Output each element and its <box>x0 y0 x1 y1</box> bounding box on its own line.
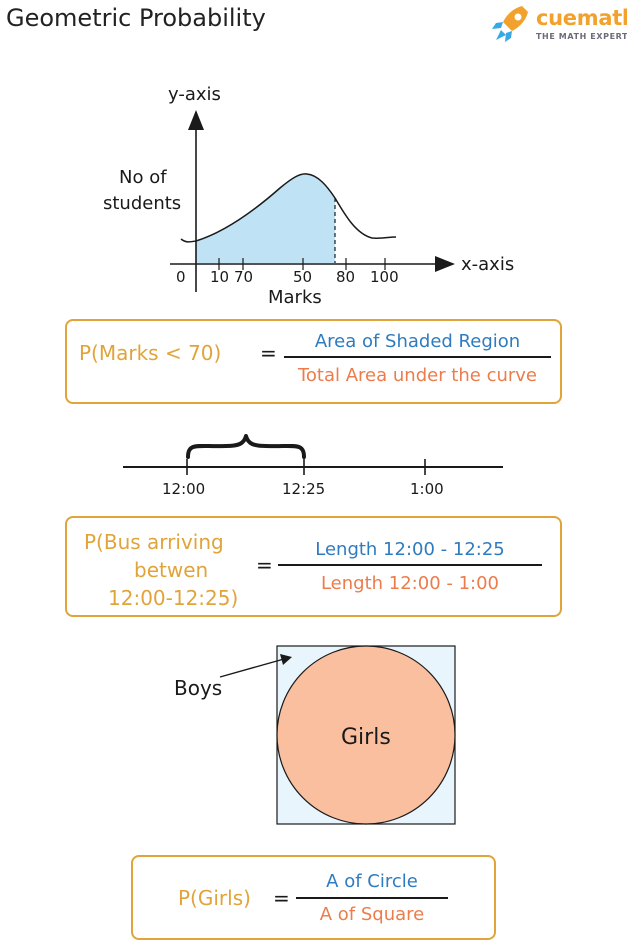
formula2-denominator: Length 12:00 - 1:00 <box>320 573 500 594</box>
formula3-lhs: P(Girls) <box>178 886 251 910</box>
x-title: Marks <box>268 287 322 308</box>
formula1-equals: = <box>260 341 277 365</box>
formula3-numerator: A of Circle <box>326 871 418 892</box>
tick-label: 70 <box>234 268 254 286</box>
formula3-denominator: A of Square <box>319 904 425 925</box>
cuemath-logo: cuemath THE MATH EXPERT <box>488 4 627 46</box>
formula2-lhs-line3: 12:00-12:25) <box>108 586 239 610</box>
page-title: Geometric Probability <box>6 4 266 32</box>
y-axis-label: y-axis <box>168 84 221 105</box>
formula2-equals: = <box>256 553 273 577</box>
shaded-region <box>196 173 335 263</box>
formula-box-bus <box>65 516 562 617</box>
formula3-fraction-bar <box>296 897 448 899</box>
y-title-line1: No of <box>119 167 167 188</box>
y-title-line2: students <box>103 193 182 214</box>
formula1-numerator: Area of Shaded Region <box>314 331 521 352</box>
rocket-icon <box>492 6 528 42</box>
y-axis-arrow <box>188 110 204 130</box>
tick-label: 10 <box>210 268 230 286</box>
x-axis-arrow <box>435 256 455 272</box>
formula2-numerator: Length 12:00 - 12:25 <box>315 539 505 560</box>
girls-label: Girls <box>341 725 391 750</box>
formula1-lhs: P(Marks < 70) <box>79 341 222 365</box>
formula3-equals: = <box>273 886 290 910</box>
timeline-brace <box>186 434 306 459</box>
formula2-lhs-line2: betwen <box>134 558 209 582</box>
tick-label: 100 <box>370 268 399 286</box>
logo-tagline: THE MATH EXPERT <box>536 32 627 41</box>
formula2-lhs-line1: P(Bus arriving <box>84 530 224 554</box>
timeline-label: 12:00 <box>162 480 206 498</box>
logo-brand: cuemath <box>536 6 627 30</box>
timeline-label: 1:00 <box>410 480 444 498</box>
boys-pointer-line <box>219 658 285 678</box>
boys-label: Boys <box>174 676 223 700</box>
formula1-denominator: Total Area under the curve <box>297 365 538 386</box>
x-axis-label: x-axis <box>461 254 515 275</box>
tick-label: 0 <box>176 268 186 286</box>
formula-box-marks <box>65 319 562 404</box>
timeline-label: 12:25 <box>282 480 326 498</box>
formula-box-girls <box>131 855 496 940</box>
tick-label: 80 <box>336 268 356 286</box>
tick-label: 50 <box>293 268 313 286</box>
formula1-fraction-bar <box>284 356 551 358</box>
boys-pointer-arrow <box>280 654 292 665</box>
formula2-fraction-bar <box>278 564 542 566</box>
distribution-curve <box>180 173 397 243</box>
